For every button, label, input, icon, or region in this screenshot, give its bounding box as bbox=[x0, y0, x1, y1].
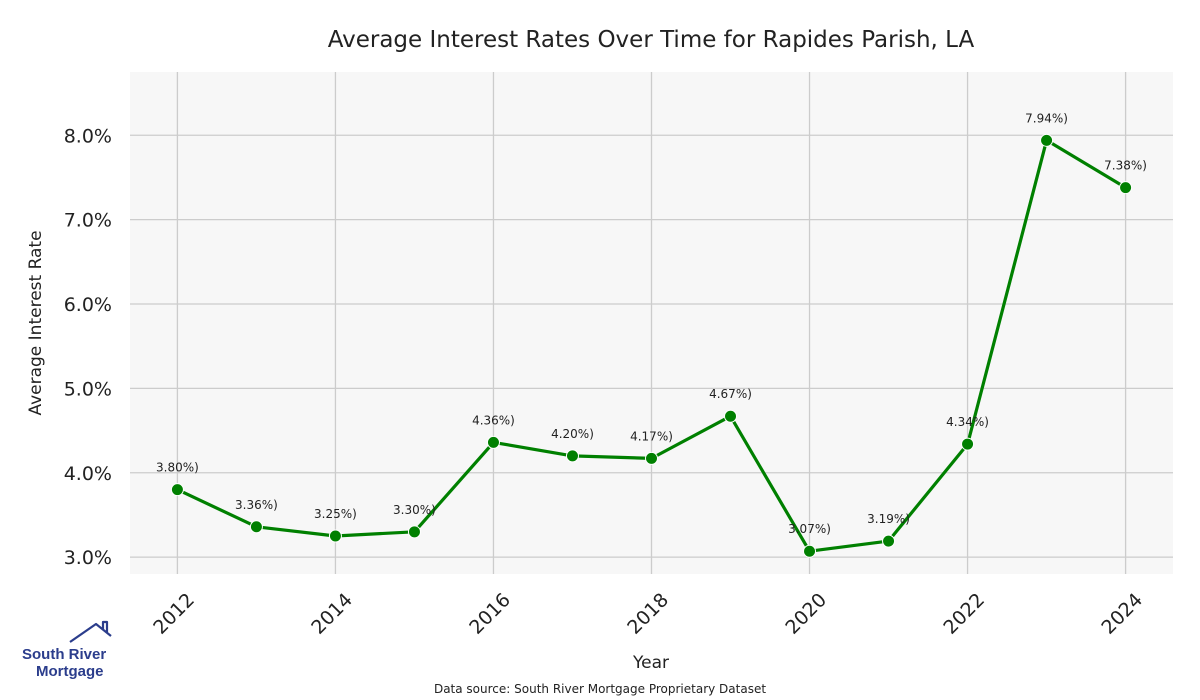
x-tick-label: 2020 bbox=[781, 589, 831, 639]
logo-line-2: Mortgage bbox=[36, 663, 104, 680]
data-point bbox=[249, 520, 263, 534]
data-label: 3.19%) bbox=[867, 512, 910, 526]
data-point bbox=[328, 529, 342, 543]
y-tick-label: 3.0% bbox=[64, 547, 112, 569]
x-tick-label: 2022 bbox=[939, 589, 989, 639]
data-label: 3.07%) bbox=[788, 522, 831, 536]
y-axis-ticks: 3.0% 4.0% 5.0% 6.0% 7.0% 8.0% bbox=[64, 125, 112, 569]
y-tick-label: 7.0% bbox=[64, 210, 112, 232]
data-point bbox=[407, 525, 421, 539]
data-point bbox=[882, 534, 896, 548]
grid-lines bbox=[130, 72, 1173, 574]
data-label: 3.36%) bbox=[235, 498, 278, 512]
data-point bbox=[1119, 181, 1133, 195]
x-tick-label: 2012 bbox=[149, 589, 199, 639]
y-tick-label: 8.0% bbox=[64, 125, 112, 147]
data-label: 4.34%) bbox=[946, 415, 989, 429]
south-river-mortgage-logo: South River Mortgage bbox=[22, 620, 112, 680]
chart-title: Average Interest Rates Over Time for Rap… bbox=[328, 27, 975, 53]
data-point bbox=[486, 435, 500, 449]
y-tick-label: 6.0% bbox=[64, 294, 112, 316]
data-labels: 3.80%) 3.36%) 3.25%) 3.30%) 4.36%) 4.20%) 4.17… bbox=[156, 111, 1147, 536]
logo-line-1: South River bbox=[22, 646, 106, 663]
data-label: 4.17%) bbox=[630, 429, 673, 443]
series-rate bbox=[170, 133, 1133, 558]
x-axis-label: Year bbox=[632, 653, 669, 673]
x-tick-label: 2024 bbox=[1097, 589, 1147, 639]
data-point bbox=[803, 544, 817, 558]
data-label: 4.20%) bbox=[551, 427, 594, 441]
x-tick-label: 2018 bbox=[623, 589, 673, 639]
data-point bbox=[724, 409, 738, 423]
house-roof-icon bbox=[69, 620, 112, 643]
y-tick-label: 5.0% bbox=[64, 378, 112, 400]
data-point bbox=[1040, 133, 1054, 147]
x-tick-label: 2014 bbox=[307, 589, 357, 639]
data-point bbox=[961, 437, 975, 451]
data-label: 7.94%) bbox=[1025, 111, 1068, 125]
data-label: 3.80%) bbox=[156, 461, 199, 475]
data-label: 4.67%) bbox=[709, 387, 752, 401]
data-source-note: Data source: South River Mortgage Propri… bbox=[434, 682, 766, 696]
y-tick-label: 4.0% bbox=[64, 463, 112, 485]
data-point bbox=[170, 483, 184, 497]
data-point bbox=[645, 451, 658, 465]
y-axis-label: Average Interest Rate bbox=[26, 230, 46, 415]
data-label: 4.36%) bbox=[472, 413, 515, 427]
data-point bbox=[565, 449, 579, 463]
data-label: 7.38%) bbox=[1104, 159, 1147, 173]
data-label: 3.25%) bbox=[314, 507, 357, 521]
x-tick-label: 2016 bbox=[465, 589, 515, 639]
x-axis-ticks: 2012 2014 2016 2018 2020 2022 2024 bbox=[149, 589, 1147, 639]
data-label: 3.30%) bbox=[393, 503, 436, 517]
